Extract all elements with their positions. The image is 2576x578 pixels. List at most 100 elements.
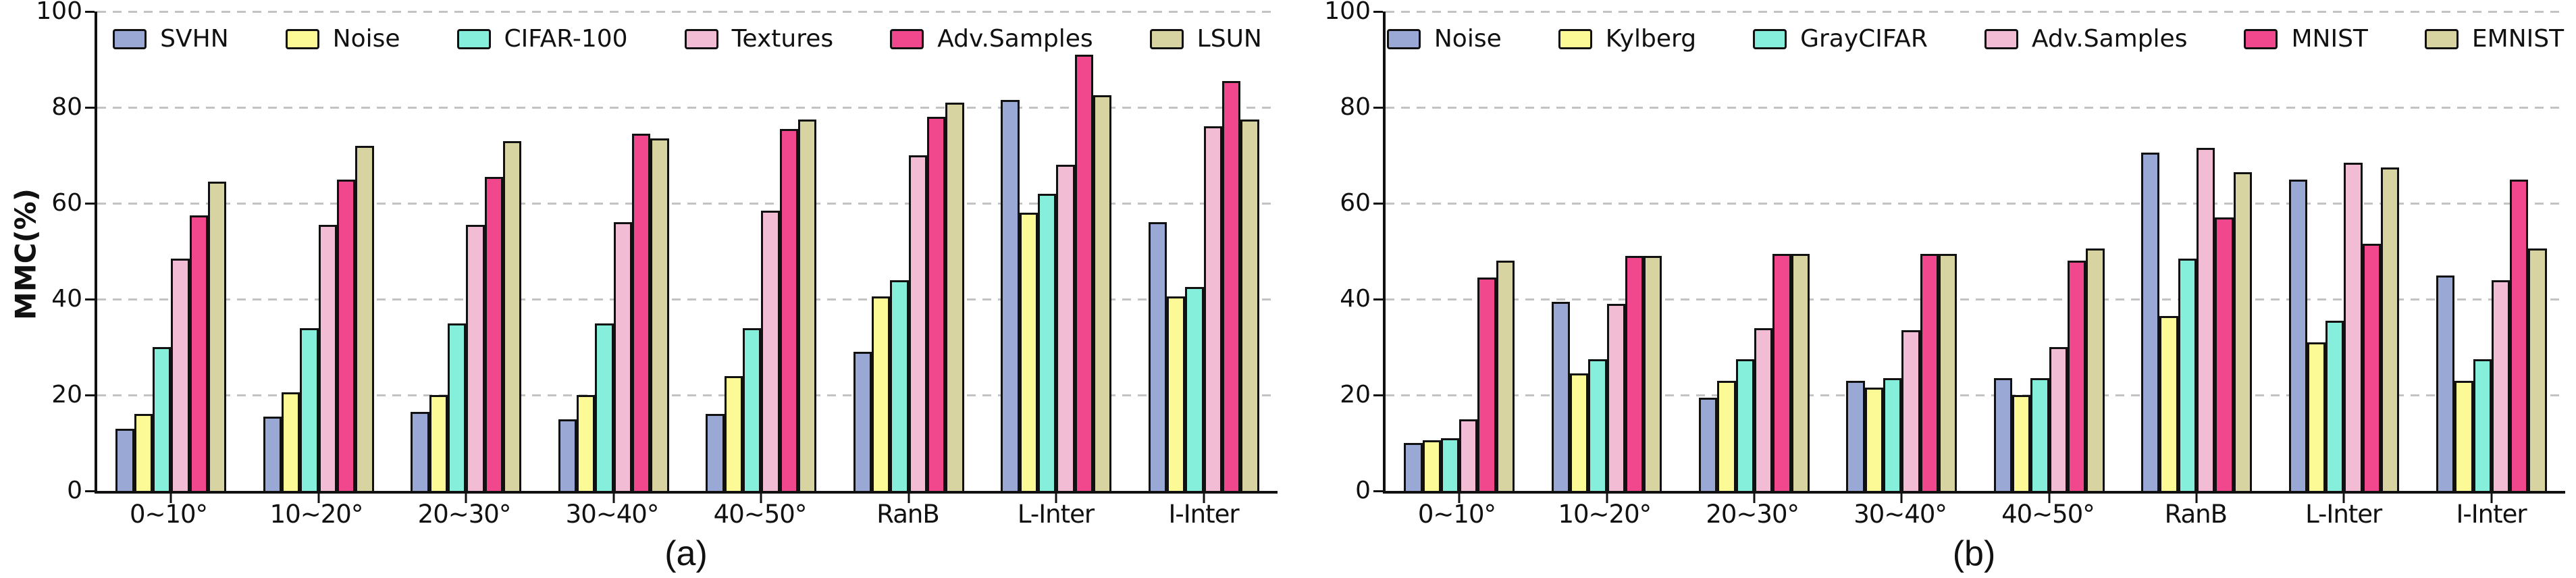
bar <box>613 222 633 491</box>
legend-swatch <box>684 28 718 49</box>
bar <box>1735 359 1754 491</box>
y-tick-label: 60 <box>1340 189 1371 217</box>
legend-item: SVHN <box>113 25 229 53</box>
legend-item: GrayCIFAR <box>1753 25 1928 53</box>
bar <box>171 258 190 491</box>
y-tick <box>85 107 95 109</box>
bar <box>2473 359 2492 491</box>
bar-groups <box>97 11 1278 491</box>
plot-area: SVHN Noise CIFAR-100 Textures Adv.Samples LSU… <box>85 11 1278 503</box>
x-tick <box>1055 494 1057 503</box>
x-tick-label: RanB <box>2164 500 2228 529</box>
y-tick-label: 0 <box>67 477 82 504</box>
y-tick-label: 0 <box>1355 477 1371 504</box>
legend: SVHN Noise CIFAR-100 Textures Adv.Samples LSU… <box>97 25 1278 53</box>
y-tick-label: 80 <box>51 93 82 121</box>
bar <box>2067 261 2086 491</box>
legend-label: Adv.Samples <box>2031 25 2188 53</box>
x-tick-label: 20~30° <box>1706 500 1799 529</box>
x-axis-labels: 0~10° 10~20° 20~30° 30~40° 40~50° RanB L-Inter… <box>95 500 1278 529</box>
x-tick-label: 0~10° <box>1417 500 1496 529</box>
bar <box>1404 443 1423 491</box>
bar <box>2159 315 2178 491</box>
legend-label: Adv.Samples <box>937 25 1093 53</box>
legend-item: CIFAR-100 <box>456 25 628 53</box>
bar <box>189 215 208 491</box>
bar <box>1240 119 1259 491</box>
bar <box>115 428 134 491</box>
legend-swatch <box>113 28 147 49</box>
y-tick-label: 100 <box>36 0 82 25</box>
legend-item: Adv.Samples <box>1984 25 2188 53</box>
legend-item: Adv.Samples <box>890 25 1093 53</box>
x-tick-label: 10~20° <box>269 500 364 529</box>
bar-group <box>1828 11 1975 491</box>
y-tick-label: 40 <box>51 285 82 313</box>
bar-group <box>245 11 393 491</box>
legend-item: EMNIST <box>2424 25 2564 53</box>
x-tick <box>169 494 172 503</box>
legend-item: Kylberg <box>1558 25 1696 53</box>
bar-group <box>540 11 688 491</box>
x-tick-label: 0~10° <box>129 500 208 529</box>
bar <box>945 102 964 491</box>
bar <box>797 119 817 491</box>
bar-group <box>392 11 540 491</box>
y-tick <box>1373 107 1383 109</box>
x-tick <box>908 494 910 503</box>
y-tick-label: 60 <box>51 189 82 217</box>
y-tick <box>1373 11 1383 13</box>
legend-swatch <box>285 28 319 49</box>
gridline <box>1386 203 2565 205</box>
x-tick-label: 40~50° <box>713 500 808 529</box>
legend-swatch <box>1753 28 1787 49</box>
bar <box>2307 342 2326 491</box>
bar <box>2362 244 2382 491</box>
x-tick <box>1458 494 1461 503</box>
legend: Noise Kylberg GrayCIFAR Adv.Samples MNIST EMN… <box>1386 25 2565 53</box>
bar <box>300 327 319 491</box>
bar <box>134 414 153 491</box>
x-tick-label: 40~50° <box>2001 500 2095 529</box>
bar <box>632 134 651 491</box>
legend-item: Noise <box>1386 25 1502 53</box>
caption-b: (b) <box>1952 534 1996 573</box>
gridline <box>97 107 1278 109</box>
x-tick-label: 10~20° <box>1558 500 1652 529</box>
y-tick-label: 80 <box>1340 93 1371 121</box>
bar <box>1422 440 1441 491</box>
x-tick-label: I-Inter <box>2456 500 2527 529</box>
gridline <box>1386 394 2565 396</box>
bar <box>502 140 522 491</box>
bar <box>650 138 669 491</box>
x-tick-label: L-Inter <box>2305 500 2382 529</box>
y-tick-label: 100 <box>1324 0 1371 25</box>
bar <box>484 176 503 491</box>
y-tick <box>1373 490 1383 492</box>
legend-label: Textures <box>731 25 834 53</box>
y-axis-labels: 0 20 40 60 80 100 <box>0 0 82 503</box>
legend-label: MNIST <box>2291 25 2368 53</box>
bar <box>853 352 872 491</box>
bar <box>1001 100 1020 491</box>
legend-swatch <box>456 28 491 49</box>
bar <box>1148 222 1167 491</box>
bar-group <box>687 11 835 491</box>
bar <box>2197 148 2215 491</box>
x-tick <box>2195 494 2198 503</box>
bar <box>890 280 909 491</box>
bar <box>1222 80 1241 491</box>
bar <box>1717 380 1736 491</box>
gridline <box>97 11 1278 13</box>
x-tick-label: RanB <box>876 500 939 529</box>
bar <box>282 392 300 491</box>
legend-swatch <box>2424 28 2459 49</box>
bar <box>2049 347 2068 491</box>
bar <box>2528 248 2547 491</box>
y-tick <box>85 298 95 300</box>
bar <box>724 375 743 491</box>
y-tick-label: 20 <box>51 381 82 409</box>
bar <box>1074 54 1093 491</box>
bar <box>2233 172 2252 491</box>
bar <box>2436 275 2455 491</box>
